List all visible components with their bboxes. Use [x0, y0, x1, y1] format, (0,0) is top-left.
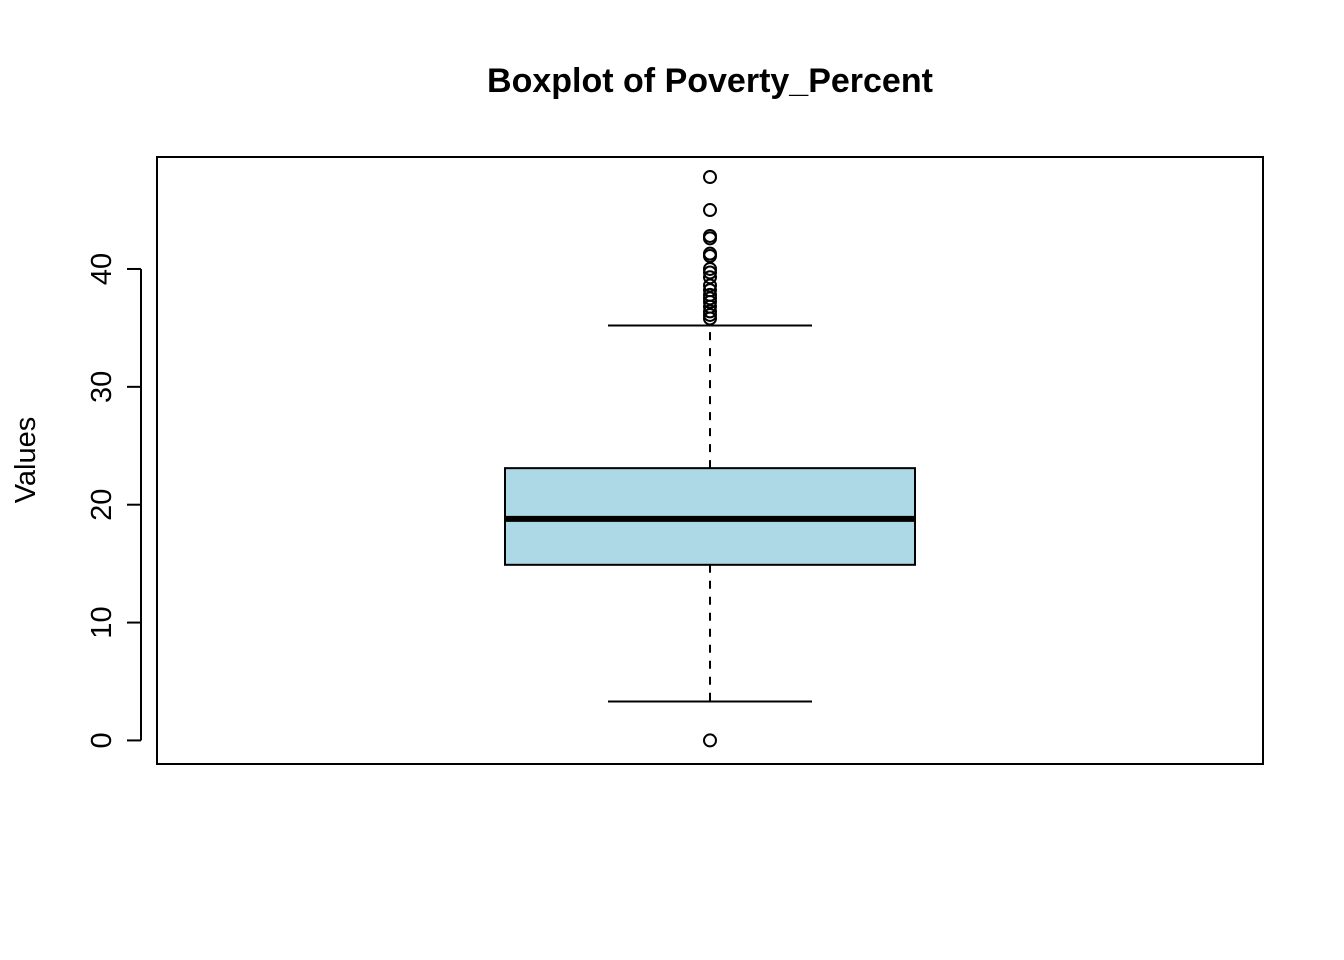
- outlier-point: [703, 733, 717, 748]
- outlier-group: [703, 170, 717, 748]
- y-axis: 0 10 20 30 40: [86, 253, 142, 748]
- box-group: [504, 324, 916, 703]
- y-axis-label: Values: [10, 417, 42, 504]
- y-tick-label: 10: [86, 606, 118, 638]
- chart-title: Boxplot of Poverty_Percent: [487, 62, 933, 100]
- outlier-point: [703, 203, 717, 218]
- y-tick-label: 0: [86, 732, 118, 748]
- y-tick-label: 40: [86, 253, 118, 285]
- outlier-point: [703, 231, 717, 246]
- y-tick-label: 20: [86, 489, 118, 521]
- y-tick-label: 30: [86, 371, 118, 403]
- outlier-point: [703, 311, 717, 326]
- outlier-point: [703, 170, 717, 185]
- plot-frame: [156, 156, 1264, 765]
